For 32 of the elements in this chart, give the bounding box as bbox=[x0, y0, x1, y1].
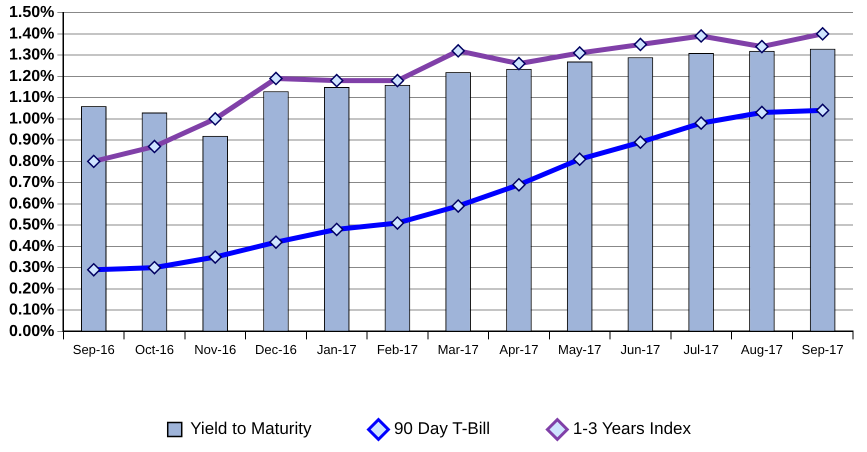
x-tick-label: Jun-17 bbox=[620, 342, 660, 357]
y-tick-label: 0.20% bbox=[8, 280, 54, 298]
x-tick-label: Apr-17 bbox=[499, 342, 538, 357]
x-tick-label: Feb-17 bbox=[376, 342, 418, 357]
x-tick-label: Oct-16 bbox=[134, 342, 174, 357]
y-tick-label: 0.10% bbox=[8, 302, 54, 319]
y-tick-label: 0.90% bbox=[8, 132, 54, 149]
y-tick-label: 0.50% bbox=[8, 216, 54, 234]
x-tick-label: Aug-17 bbox=[740, 342, 783, 357]
y-tick-label: 1.20% bbox=[8, 68, 54, 85]
y-tick-label: 0.00% bbox=[8, 322, 54, 340]
x-tick-label: Dec-16 bbox=[255, 342, 297, 357]
legend-label: Yield to Maturity bbox=[190, 419, 312, 438]
x-tick-label: Sep-17 bbox=[802, 342, 844, 357]
y-tick-label: 0.40% bbox=[8, 238, 54, 255]
x-tick-label: Jul-17 bbox=[683, 342, 719, 357]
y-tick-label: 1.10% bbox=[8, 89, 54, 106]
x-tick-label: Nov-16 bbox=[194, 342, 236, 357]
y-tick-label: 0.30% bbox=[8, 259, 54, 276]
y-tick-label: 1.00% bbox=[8, 110, 54, 128]
x-tick-label: Jan-17 bbox=[316, 342, 357, 357]
x-tick-label: May-17 bbox=[558, 342, 602, 357]
y-tick-label: 0.70% bbox=[8, 174, 54, 192]
y-tick-label: 0.60% bbox=[8, 195, 54, 212]
x-tick-label: Sep-16 bbox=[72, 342, 115, 357]
y-tick-label: 1.30% bbox=[8, 46, 54, 64]
legend-label: 1-3 Years Index bbox=[572, 419, 692, 438]
y-tick-label: 1.40% bbox=[8, 25, 54, 42]
x-tick-label: Mar-17 bbox=[438, 342, 479, 357]
y-tick-label: 0.80% bbox=[8, 152, 54, 170]
legend-label: 90 Day T-Bill bbox=[394, 419, 490, 438]
y-tick-label: 1.50% bbox=[8, 4, 54, 22]
